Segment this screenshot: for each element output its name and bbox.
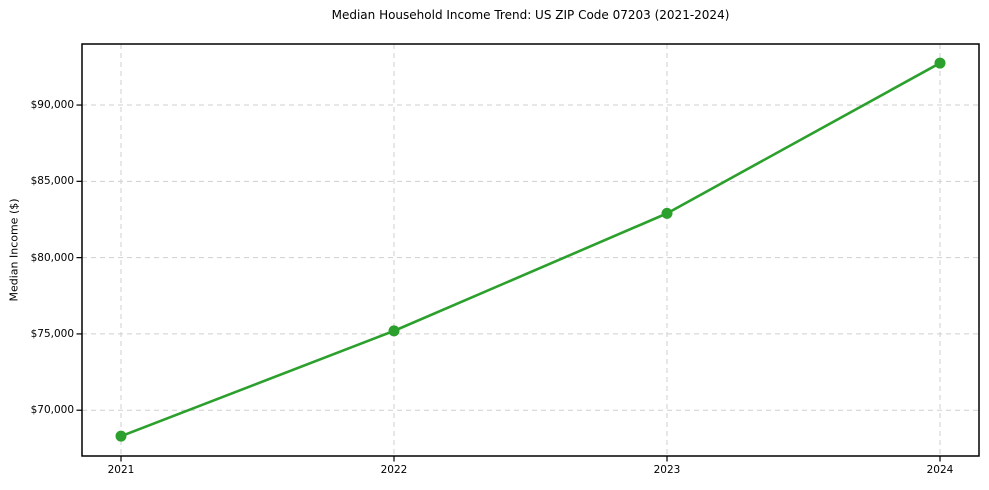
x-tick-label: 2021 <box>107 464 135 476</box>
x-tick-label: 2024 <box>926 464 954 476</box>
plot-frame <box>81 43 980 457</box>
data-point-marker <box>934 57 946 69</box>
x-tick-label: 2023 <box>653 464 681 476</box>
data-point-marker <box>388 325 400 337</box>
plot-area <box>76 43 980 462</box>
chart-title: Median Household Income Trend: US ZIP Co… <box>331 8 730 22</box>
y-tick-label: $85,000 <box>30 175 74 188</box>
data-point-marker <box>115 430 127 442</box>
plot-svg <box>76 43 980 462</box>
y-tick-label: $80,000 <box>30 251 74 264</box>
data-point-marker <box>661 207 673 219</box>
y-tick-label: $90,000 <box>30 99 74 112</box>
y-tick-label: $70,000 <box>30 404 74 417</box>
y-axis-label: Median Income ($) <box>7 198 21 302</box>
y-tick-label: $75,000 <box>30 327 74 340</box>
x-tick-label: 2022 <box>380 464 408 476</box>
trend-line <box>119 61 942 438</box>
